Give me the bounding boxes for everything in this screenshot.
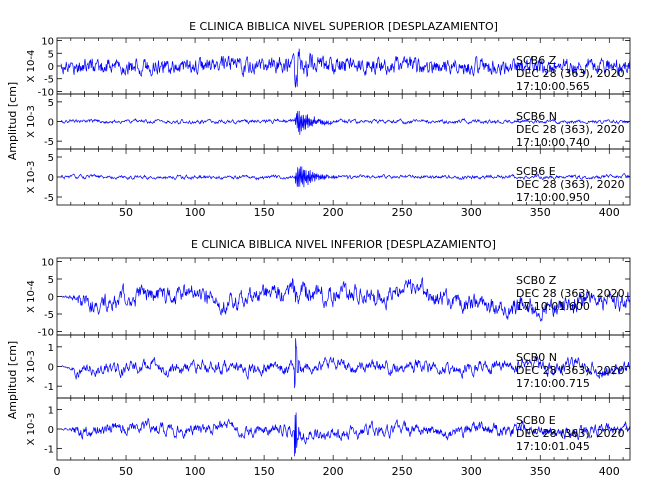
chart-title: E CLINICA BIBLICA NIVEL INFERIOR [DESPLA… bbox=[191, 238, 496, 251]
x-tick-label: 100 bbox=[185, 465, 206, 478]
x-tick-label: 50 bbox=[119, 206, 133, 219]
date-label: DEC 28 (363), 2020 bbox=[516, 123, 625, 136]
y-tick-label: 0 bbox=[48, 293, 54, 304]
time-label: 17:10:00.950 bbox=[516, 191, 590, 204]
y-tick-label: -5 bbox=[44, 310, 54, 321]
x-tick-label: 350 bbox=[530, 465, 551, 478]
x-tick-label: 300 bbox=[461, 206, 482, 219]
date-label: DEC 28 (363), 2020 bbox=[516, 427, 625, 440]
x-tick-label: 0 bbox=[54, 465, 61, 478]
scale-label: X 10-3 bbox=[26, 413, 37, 446]
station-label: SCB6 N bbox=[516, 110, 557, 123]
y-tick-label: -10 bbox=[38, 328, 54, 339]
date-label: DEC 28 (363), 2020 bbox=[516, 364, 625, 377]
scale-label: X 10-3 bbox=[26, 350, 37, 383]
x-tick-label: 400 bbox=[599, 206, 620, 219]
y-tick-label: 5 bbox=[48, 49, 54, 60]
scale-label: X 10-3 bbox=[26, 161, 37, 194]
chart-title: E CLINICA BIBLICA NIVEL SUPERIOR [DESPLA… bbox=[189, 20, 498, 33]
waveform-line bbox=[60, 48, 631, 88]
chart-panel-1: E CLINICA BIBLICA NIVEL SUPERIOR [DESPLA… bbox=[6, 20, 631, 219]
y-tick-label: 0 bbox=[48, 173, 54, 184]
y-tick-label: 0 bbox=[48, 363, 54, 374]
y-tick-label: 0 bbox=[48, 425, 54, 436]
waveform-line bbox=[60, 110, 631, 135]
y-tick-label: 5 bbox=[48, 153, 54, 164]
y-tick-label: -5 bbox=[44, 193, 54, 204]
y-tick-label: 1 bbox=[48, 406, 54, 417]
x-tick-label: 250 bbox=[392, 206, 413, 219]
time-label: 17:10:00.565 bbox=[516, 80, 590, 93]
station-label: SCB0 E bbox=[516, 414, 556, 427]
x-tick-label: 100 bbox=[185, 206, 206, 219]
chart-panel-2: E CLINICA BIBLICA NIVEL INFERIOR [DESPLA… bbox=[6, 238, 631, 478]
y-tick-label: -1 bbox=[44, 444, 54, 455]
date-label: DEC 28 (363), 2020 bbox=[516, 178, 625, 191]
y-tick-label: 5 bbox=[48, 98, 54, 109]
y-tick-label: -10 bbox=[38, 87, 54, 98]
y-tick-label: -1 bbox=[44, 382, 54, 393]
station-label: SCB6 Z bbox=[516, 54, 557, 67]
x-tick-label: 400 bbox=[599, 465, 620, 478]
x-tick-label: 300 bbox=[461, 465, 482, 478]
time-label: 17:10:01.045 bbox=[516, 440, 590, 453]
y-tick-label: -5 bbox=[44, 137, 54, 148]
x-tick-label: 150 bbox=[254, 206, 275, 219]
y-axis-label: Amplitud [cm] bbox=[6, 341, 19, 419]
waveform-line bbox=[60, 338, 631, 389]
x-tick-label: 50 bbox=[119, 465, 133, 478]
date-label: DEC 28 (363), 2020 bbox=[516, 67, 625, 80]
time-label: 17:10:00.715 bbox=[516, 377, 590, 390]
time-label: 17:10:00.740 bbox=[516, 136, 590, 149]
waveform-line bbox=[60, 412, 631, 457]
scale-label: X 10-4 bbox=[26, 50, 37, 83]
y-axis-label: Amplitud [cm] bbox=[6, 82, 19, 160]
x-tick-label: 350 bbox=[530, 206, 551, 219]
y-tick-label: 0 bbox=[48, 118, 54, 129]
x-tick-label: 200 bbox=[323, 206, 344, 219]
time-label: 17:10:01.600 bbox=[516, 300, 590, 313]
station-label: SCB0 N bbox=[516, 351, 557, 364]
scale-label: X 10-4 bbox=[26, 280, 37, 313]
y-tick-label: 10 bbox=[41, 258, 54, 269]
station-label: SCB0 Z bbox=[516, 274, 557, 287]
x-tick-label: 150 bbox=[254, 465, 275, 478]
y-tick-label: 10 bbox=[41, 37, 54, 48]
x-tick-label: 200 bbox=[323, 465, 344, 478]
date-label: DEC 28 (363), 2020 bbox=[516, 287, 625, 300]
scale-label: X 10-3 bbox=[26, 105, 37, 138]
y-tick-label: 1 bbox=[48, 343, 54, 354]
y-tick-label: 0 bbox=[48, 62, 54, 73]
waveform-line bbox=[61, 277, 631, 322]
station-label: SCB6 E bbox=[516, 165, 556, 178]
y-tick-label: 5 bbox=[48, 275, 54, 286]
waveform-line bbox=[60, 166, 631, 188]
y-tick-label: -5 bbox=[44, 75, 54, 86]
x-tick-label: 250 bbox=[392, 465, 413, 478]
